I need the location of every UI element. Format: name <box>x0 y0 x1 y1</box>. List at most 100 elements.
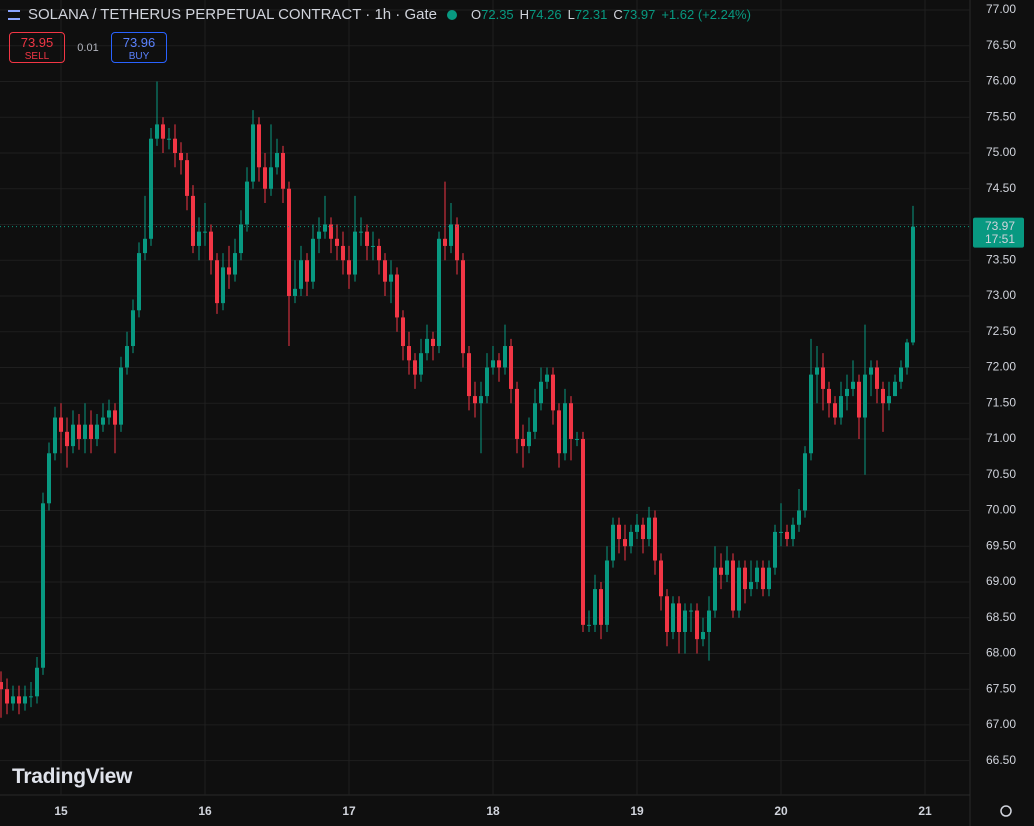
ohlc-value: 73.97 <box>622 7 656 22</box>
candle-body <box>593 589 597 625</box>
y-tick-label: 69.50 <box>986 538 1016 552</box>
candle-body <box>47 453 51 504</box>
candle-body <box>545 374 549 382</box>
candle-body <box>161 124 165 139</box>
candle-body <box>125 346 129 368</box>
candle-body <box>671 603 675 632</box>
y-tick-label: 70.50 <box>986 467 1016 481</box>
candle-body <box>71 424 75 447</box>
candle-body <box>737 567 741 611</box>
candle-body <box>209 231 213 261</box>
candle-body <box>491 360 495 368</box>
candle-body <box>689 610 693 612</box>
candle-body <box>575 438 579 440</box>
candle-body <box>791 524 795 540</box>
y-tick-label: 72.50 <box>986 324 1016 338</box>
candle-body <box>851 381 855 389</box>
candle-body <box>359 231 363 233</box>
candle-body <box>191 195 195 246</box>
candle-body <box>323 224 327 232</box>
candle-body <box>623 539 627 547</box>
candle-body <box>353 231 357 275</box>
menu-icon[interactable] <box>8 10 20 20</box>
x-tick-label: 17 <box>342 804 356 818</box>
candle-body <box>839 396 843 418</box>
ohlc-value: 72.35 <box>481 7 514 22</box>
y-tick-label: 71.50 <box>986 395 1016 409</box>
candle-body <box>773 531 777 568</box>
y-tick-label: 77.00 <box>986 2 1016 16</box>
candle-body <box>803 453 807 511</box>
candle-body <box>551 374 555 411</box>
candle-body <box>41 503 45 668</box>
logo[interactable]: TradingView <box>12 765 133 788</box>
candle-body <box>101 417 105 425</box>
candle-body <box>239 224 243 254</box>
candle-body <box>731 560 735 611</box>
candle-body <box>149 138 153 239</box>
candle-body <box>173 138 177 153</box>
candle-body <box>503 346 507 368</box>
candle-body <box>695 610 699 640</box>
candle-body <box>713 567 717 611</box>
candle-body <box>665 596 669 632</box>
candle-body <box>305 260 309 282</box>
candle-body <box>683 610 687 632</box>
candle-body <box>203 231 207 233</box>
candle-body <box>455 224 459 261</box>
candle-body <box>155 124 159 139</box>
candle-body <box>407 346 411 361</box>
candle-body <box>287 188 291 296</box>
candle-body <box>347 260 351 275</box>
sell-label: SELL <box>24 51 50 62</box>
candle-body <box>383 260 387 282</box>
candle-body <box>311 238 315 282</box>
y-tick-label: 68.50 <box>986 610 1016 624</box>
symbol-title[interactable]: SOLANA / TETHERUS PERPETUAL CONTRACT · 1… <box>28 6 437 23</box>
candle-body <box>65 431 69 447</box>
candle-body <box>677 603 681 632</box>
candle-body <box>527 431 531 447</box>
candle-body <box>563 403 567 454</box>
candle-body <box>617 524 621 540</box>
candle-body <box>509 346 513 389</box>
candle-body <box>515 388 519 439</box>
legend-header: SOLANA / TETHERUS PERPETUAL CONTRACT · 1… <box>8 6 751 23</box>
y-tick-label: 75.00 <box>986 145 1016 159</box>
last-price-label: 73.97 <box>985 219 1015 233</box>
settings-icon[interactable] <box>1000 805 1012 817</box>
ohlc-letter: L <box>567 7 575 22</box>
sell-button[interactable]: 73.95 SELL <box>9 32 65 63</box>
y-tick-label: 70.00 <box>986 503 1016 517</box>
buy-button[interactable]: 73.96 BUY <box>111 32 167 63</box>
candle-body <box>59 417 63 432</box>
candle-body <box>227 267 231 275</box>
candle-body <box>95 424 99 439</box>
y-tick-label: 76.00 <box>986 74 1016 88</box>
candle-body <box>647 517 651 540</box>
ohlc-value: 72.31 <box>574 7 608 22</box>
candle-body <box>53 417 57 454</box>
candle-body <box>413 360 417 375</box>
candle-body <box>77 424 81 439</box>
candle-body <box>419 353 423 375</box>
y-tick-label: 75.50 <box>986 109 1016 123</box>
y-tick-label: 71.00 <box>986 431 1016 445</box>
candle-body <box>251 124 255 182</box>
candle-body <box>533 403 537 432</box>
candle-body <box>335 238 339 246</box>
candle-body <box>0 682 3 690</box>
candle-body <box>233 253 237 275</box>
candle-body <box>143 238 147 254</box>
candle-body <box>263 167 267 189</box>
candle-body <box>809 374 813 454</box>
candle-body <box>5 689 9 704</box>
candle-body <box>521 438 525 447</box>
buy-price: 73.96 <box>122 35 156 50</box>
sell-price: 73.95 <box>20 35 54 50</box>
candle-body <box>23 696 27 704</box>
spread: 0.01 <box>77 41 99 54</box>
candle-body <box>875 367 879 389</box>
candle-body <box>707 610 711 632</box>
